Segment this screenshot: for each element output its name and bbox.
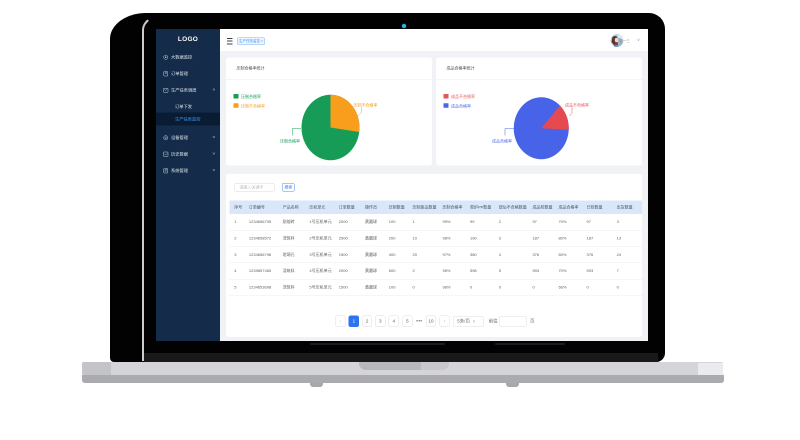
svg-text:成品合格率: 成品合格率: [451, 102, 471, 108]
svg-text:压制合格率: 压制合格率: [280, 138, 300, 144]
svg-text:成品合格率: 成品合格率: [492, 138, 512, 144]
svg-text:成品不合格率: 成品不合格率: [451, 93, 475, 99]
svg-text:压制不合格率: 压制不合格率: [354, 102, 378, 108]
svg-text:成品不合格率: 成品不合格率: [565, 102, 589, 108]
svg-text:压制合格率: 压制合格率: [241, 93, 261, 99]
svg-text:压制不合格率: 压制不合格率: [241, 102, 265, 108]
